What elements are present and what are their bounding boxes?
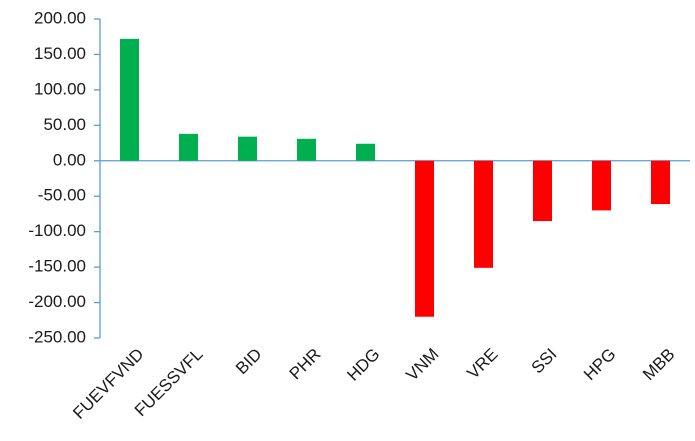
x-tick-label: VRE	[463, 345, 501, 383]
y-tick-label: 50.00	[43, 115, 86, 134]
y-tick-label: -100.00	[28, 221, 86, 240]
bar	[238, 136, 257, 161]
bar	[592, 160, 611, 211]
y-tick-label: 100.00	[34, 79, 86, 98]
bar	[415, 160, 434, 317]
bar	[356, 143, 375, 161]
y-tick-label: -250.00	[28, 327, 86, 346]
bar	[651, 160, 670, 205]
y-tick-label: -150.00	[28, 257, 86, 276]
y-tick-label: -200.00	[28, 292, 86, 311]
bar	[474, 160, 493, 268]
x-tick-label: BID	[232, 345, 265, 378]
bar	[179, 133, 198, 161]
x-tick-label: MBB	[639, 345, 678, 384]
y-tick-label: 0.00	[53, 150, 86, 169]
x-tick-label: HDG	[343, 345, 383, 385]
x-tick-label: VNM	[402, 345, 442, 385]
y-tick-label: -50.00	[38, 186, 86, 205]
y-tick-label: 150.00	[34, 44, 86, 63]
bar	[297, 138, 316, 161]
x-tick-label: PHR	[286, 345, 325, 384]
bar	[533, 160, 552, 222]
y-tick-label: 200.00	[34, 8, 86, 27]
bar	[120, 38, 139, 161]
x-tick-label: HPG	[580, 345, 619, 384]
x-tick-label: SSI	[528, 345, 561, 378]
